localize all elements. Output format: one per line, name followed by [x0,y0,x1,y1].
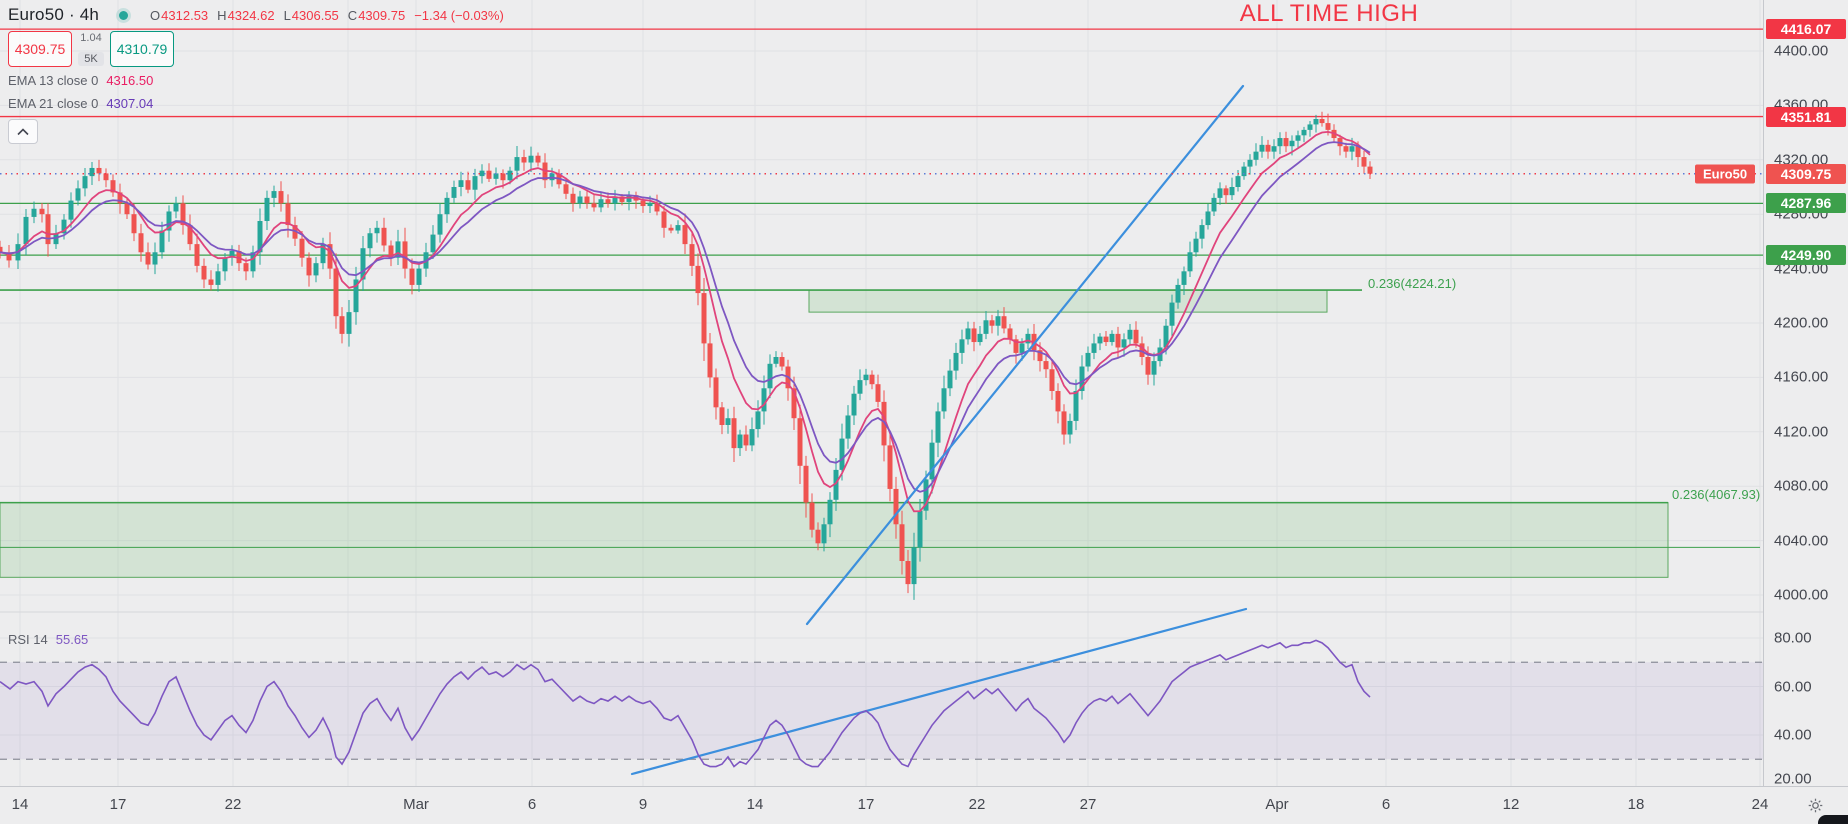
time-axis[interactable]: 14 17 22 Mar 6 9 14 17 22 27 Apr 6 12 18 24 [0,786,1848,824]
price-axis-label: 4000.00 [1774,586,1829,604]
ema21-label: EMA 21 close 0 [8,96,99,111]
price-axis[interactable]: 4400.00 4360.00 4320.00 4280.00 4240.00 4200.… [1763,0,1848,788]
volume-pill[interactable]: 5K [78,52,104,66]
rsi-zone [0,661,1763,760]
price-axis-label: 4400.00 [1774,42,1829,60]
time-axis-label: 17 [109,796,127,813]
price-badge: 4416.07 [1766,19,1846,40]
bid-ask-panel: 4309.75 1.04 5K 4310.79 [8,31,504,67]
time-axis-label: 14 [746,796,764,813]
symbol-title[interactable]: Euro50 · 4h [8,5,100,24]
time-axis-label: Mar [403,796,429,813]
time-axis-label: 17 [857,796,875,813]
change-value: −1.34 (−0.03%) [414,7,504,23]
time-axis-label: 27 [1079,796,1097,813]
rsi-axis-label: 40.00 [1774,726,1812,744]
rsi-line [0,639,1371,768]
rsi-value: 55.65 [55,632,89,647]
price-badge: 4287.96 [1766,193,1846,214]
rsi-axis-label: 80.00 [1774,629,1812,647]
ema21-line [0,141,1371,493]
time-axis-label: 24 [1751,796,1769,813]
fib-level-label-lower: 0.236(4067.93) [1672,487,1761,502]
rsi-axis-label: 20.00 [1774,770,1812,788]
price-badge: 4309.75 [1766,163,1846,184]
close-value: 4309.75 [358,7,406,23]
price-axis-label: 4040.00 [1774,532,1829,550]
time-axis-label: 22 [224,796,242,813]
ohlc-readout: O4312.53 H4324.62 L4306.55 C4309.75 −1.3… [150,7,504,23]
sell-button[interactable]: 4309.75 [8,31,72,67]
price-badge: 4351.81 [1766,106,1846,127]
symbol-price-tag: Euro50 [1695,164,1756,184]
ema21-value: 4307.04 [106,96,154,111]
time-axis-label: 22 [968,796,986,813]
horizontal-level-lines [0,28,1763,256]
price-badge: 4249.90 [1766,245,1846,266]
price-axis-label: 4120.00 [1774,423,1829,441]
time-axis-label: 14 [11,796,29,813]
gridlines [0,0,1763,786]
moving-average-lines [0,131,1371,513]
rsi-indicator-legend[interactable]: RSI 14 55.65 [8,632,88,647]
ema13-line [0,131,1371,513]
low-value: 4306.55 [291,7,339,23]
open-value: 4312.53 [161,7,209,23]
spread-value: 1.04 [80,32,102,44]
timezone-settings-button[interactable] [1795,792,1835,818]
time-axis-label: Apr [1265,796,1289,813]
trendlines [630,84,1248,776]
time-axis-label: 12 [1502,796,1520,813]
chart-legend: Euro50 · 4h O4312.53 H4324.62 L4306.55 C… [8,4,504,144]
ema13-label: EMA 13 close 0 [8,73,99,88]
time-axis-label: 9 [638,796,648,813]
fib-level-label-upper: 0.236(4224.21) [1368,276,1457,291]
fib-retracement-zones [0,289,1760,578]
buy-button[interactable]: 4310.79 [110,31,174,67]
price-axis-label: 4080.00 [1774,477,1829,495]
chevron-up-icon [17,127,29,135]
collapse-legend-button[interactable] [8,119,38,144]
rsi-axis-label: 60.00 [1774,678,1812,695]
rsi-label: RSI 14 [8,632,48,647]
indicator-row-ema13[interactable]: EMA 13 close 0 4316.50 [8,73,504,90]
high-value: 4324.62 [227,7,275,23]
all-time-high-annotation: ALL TIME HIGH [1239,0,1419,27]
time-axis-label: 6 [527,796,537,813]
indicator-row-ema21[interactable]: EMA 21 close 0 4307.04 [8,96,504,113]
price-axis-label: 4200.00 [1774,314,1829,332]
market-open-dot-icon [119,10,129,20]
time-axis-label: 6 [1381,796,1391,813]
broker-logo-corner [1818,815,1848,824]
gear-icon [1808,798,1822,812]
ema13-value: 4316.50 [106,73,154,88]
price-axis-label: 4160.00 [1774,368,1829,386]
time-axis-label: 18 [1627,796,1645,813]
